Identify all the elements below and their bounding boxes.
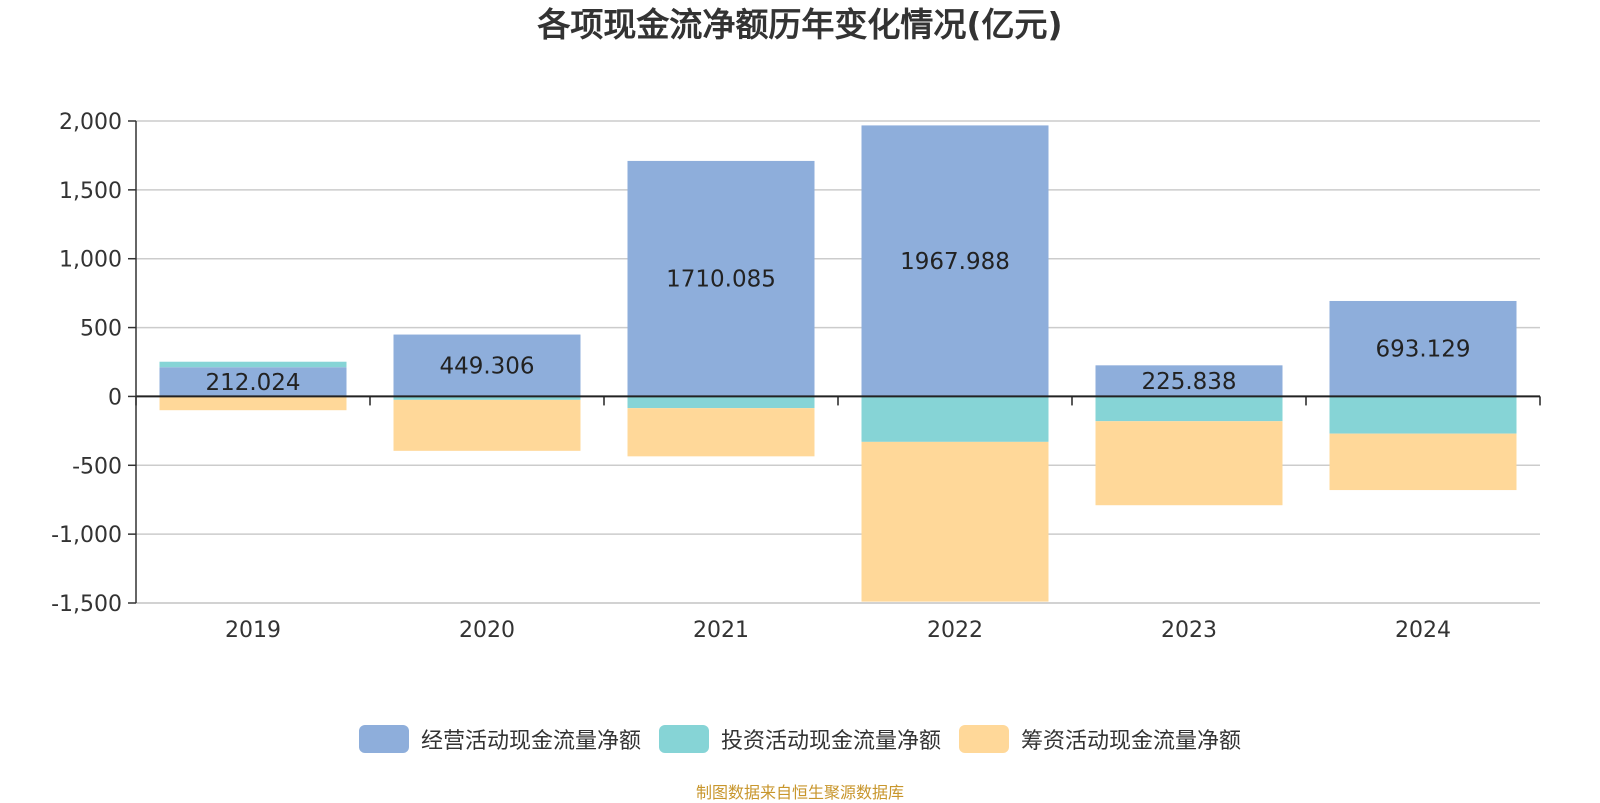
legend-item-operating[interactable]: 经营活动现金流量净额 bbox=[358, 723, 641, 755]
bar-series1-2021[interactable] bbox=[627, 396, 815, 409]
y-tick-label-7: -1,500 bbox=[51, 592, 122, 617]
y-tick-label-2: 1,000 bbox=[59, 248, 122, 273]
bar-series0-2024[interactable] bbox=[1329, 300, 1517, 397]
x-tick-label-2021: 2021 bbox=[693, 618, 749, 643]
bar-series2-2020[interactable] bbox=[393, 399, 581, 451]
bar-series2-2022[interactable] bbox=[861, 441, 1049, 602]
chart-title: 各项现金流净额历年变化情况(亿元) bbox=[537, 5, 1063, 44]
y-tick-label-0: 2,000 bbox=[59, 110, 122, 135]
legend-swatch-financing bbox=[959, 725, 1009, 753]
data-label-2022: 1967.988 bbox=[900, 249, 1010, 275]
bar-series0-2023[interactable] bbox=[1095, 365, 1283, 397]
y-tick-label-6: -1,000 bbox=[51, 523, 122, 548]
y-tick-label-4: 0 bbox=[108, 385, 122, 410]
legend-label-operating: 经营活动现金流量净额 bbox=[420, 729, 641, 754]
bar-series2-2023[interactable] bbox=[1095, 421, 1283, 506]
legend: 经营活动现金流量净额 投资活动现金流量净额 筹资活动现金流量净额 bbox=[0, 723, 1600, 755]
x-tick-label-2019: 2019 bbox=[225, 618, 281, 643]
bar-series0-2020[interactable] bbox=[393, 334, 581, 397]
source-note: 制图数据来自恒生聚源数据库 bbox=[695, 783, 904, 802]
bar-series1-2022[interactable] bbox=[861, 396, 1049, 442]
legend-label-investing: 投资活动现金流量净额 bbox=[720, 729, 941, 754]
x-tick-label-2023: 2023 bbox=[1161, 618, 1217, 643]
data-label-2019: 212.024 bbox=[205, 370, 300, 396]
legend-item-investing[interactable]: 投资活动现金流量净额 bbox=[658, 723, 941, 755]
x-tick-label-2024: 2024 bbox=[1395, 618, 1451, 643]
bar-series1-2023[interactable] bbox=[1095, 396, 1283, 422]
legend-label-financing: 筹资活动现金流量净额 bbox=[1021, 729, 1242, 754]
bar-series2-2024[interactable] bbox=[1329, 433, 1517, 491]
bar-series2-2019[interactable] bbox=[159, 396, 347, 411]
data-label-2021: 1710.085 bbox=[666, 267, 776, 293]
legend-swatch-investing bbox=[658, 725, 709, 753]
legend-swatch-operating bbox=[358, 725, 409, 753]
x-tick-label-2020: 2020 bbox=[459, 618, 515, 643]
x-tick-label-2022: 2022 bbox=[927, 618, 983, 643]
bar-series2-2021[interactable] bbox=[627, 408, 815, 457]
bar-series0-2019[interactable] bbox=[159, 367, 347, 397]
data-labels: 212.024 449.306 1710.085 1967.988 225.838 693… bbox=[205, 249, 1470, 396]
bar-series0-2021[interactable] bbox=[627, 160, 815, 397]
bar-series0-2022[interactable] bbox=[861, 125, 1049, 397]
bar-series1-2020[interactable] bbox=[393, 396, 581, 400]
data-label-2024: 693.129 bbox=[1375, 337, 1470, 363]
y-tick-label-3: 500 bbox=[80, 317, 122, 342]
bar-series1-2019[interactable] bbox=[159, 361, 347, 368]
legend-item-financing[interactable]: 筹资活动现金流量净额 bbox=[959, 723, 1241, 755]
grid-lines bbox=[136, 120, 1540, 604]
data-label-2020: 449.306 bbox=[439, 353, 534, 379]
y-tick-label-5: -500 bbox=[72, 454, 122, 479]
y-tick-label-1: 1,500 bbox=[59, 179, 122, 204]
axes: 2,000 1,500 1,000 500 0 -500 -1,000 -1,500 2019 2… bbox=[51, 110, 1541, 643]
data-label-2023: 225.838 bbox=[1141, 369, 1236, 395]
bar-series1-2024[interactable] bbox=[1329, 396, 1517, 434]
bars bbox=[159, 125, 1517, 602]
